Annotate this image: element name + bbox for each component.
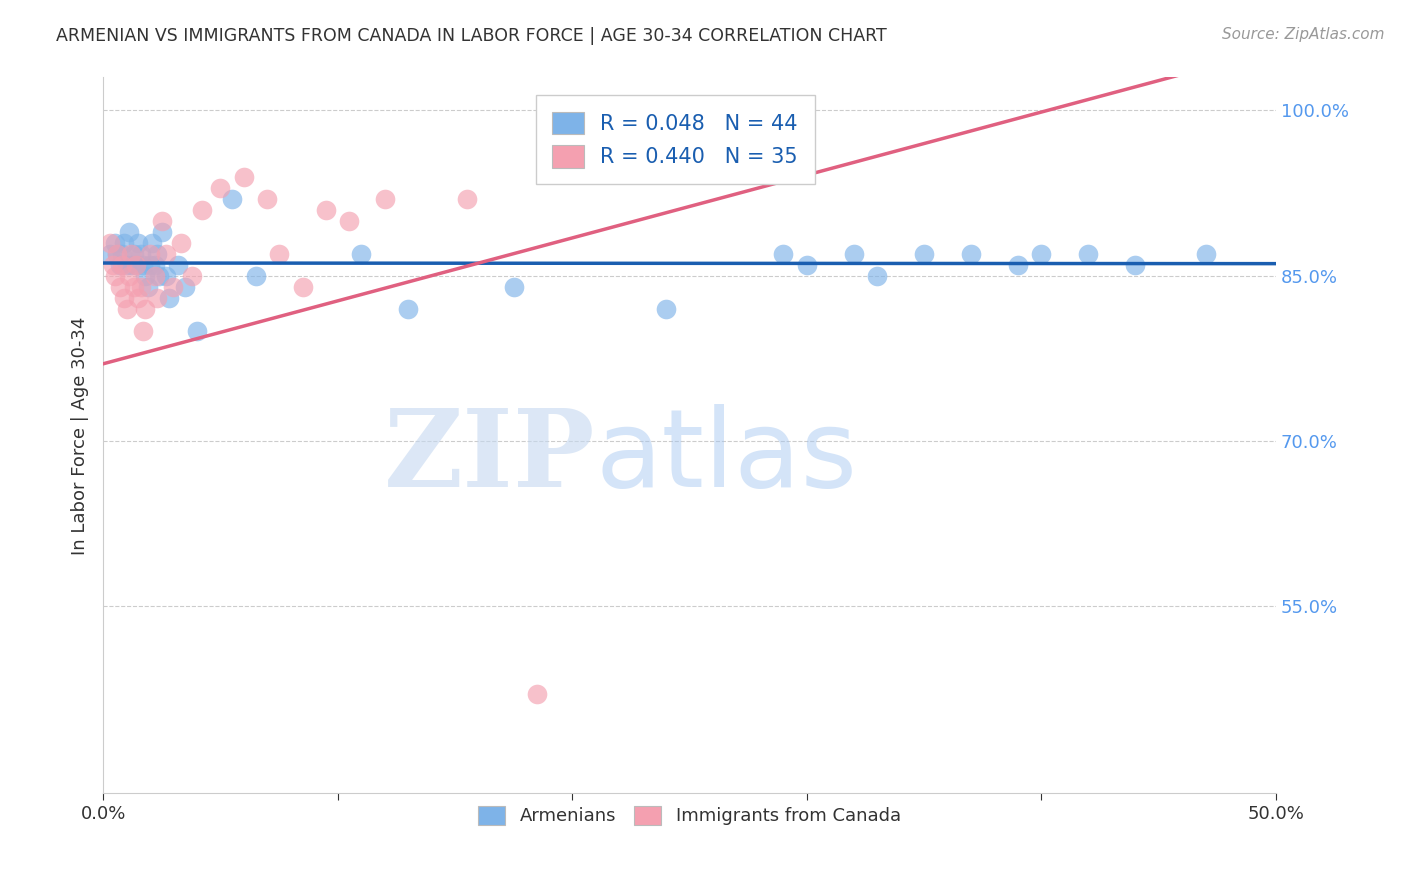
Point bbox=[120, 246, 142, 260]
Point bbox=[148, 268, 170, 283]
Y-axis label: In Labor Force | Age 30-34: In Labor Force | Age 30-34 bbox=[72, 316, 89, 555]
Point bbox=[1007, 258, 1029, 272]
Text: ARMENIAN VS IMMIGRANTS FROM CANADA IN LABOR FORCE | AGE 30-34 CORRELATION CHART: ARMENIAN VS IMMIGRANTS FROM CANADA IN LA… bbox=[56, 27, 887, 45]
Legend: Armenians, Immigrants from Canada: Armenians, Immigrants from Canada bbox=[470, 797, 910, 834]
Point bbox=[118, 268, 141, 283]
Point bbox=[132, 324, 155, 338]
Point bbox=[125, 258, 148, 272]
Point bbox=[1123, 258, 1146, 272]
Point bbox=[256, 192, 278, 206]
Point bbox=[186, 324, 208, 338]
Point bbox=[98, 235, 121, 250]
Point bbox=[1031, 246, 1053, 260]
Point bbox=[221, 192, 243, 206]
Point bbox=[111, 246, 134, 260]
Point bbox=[132, 258, 155, 272]
Point bbox=[796, 258, 818, 272]
Point bbox=[108, 279, 131, 293]
Point bbox=[842, 246, 865, 260]
Point bbox=[108, 258, 131, 272]
Point bbox=[125, 258, 148, 272]
Point bbox=[866, 268, 889, 283]
Point bbox=[155, 268, 177, 283]
Point bbox=[456, 192, 478, 206]
Point bbox=[291, 279, 314, 293]
Point bbox=[912, 246, 935, 260]
Point bbox=[118, 225, 141, 239]
Point bbox=[960, 246, 983, 260]
Point bbox=[129, 246, 152, 260]
Point bbox=[315, 202, 337, 217]
Point bbox=[146, 246, 169, 260]
Point bbox=[339, 213, 361, 227]
Point bbox=[122, 279, 145, 293]
Point bbox=[1194, 246, 1216, 260]
Point bbox=[350, 246, 373, 260]
Point bbox=[150, 213, 173, 227]
Point bbox=[104, 235, 127, 250]
Point bbox=[190, 202, 212, 217]
Text: ZIP: ZIP bbox=[384, 404, 596, 510]
Point bbox=[374, 192, 396, 206]
Point bbox=[146, 291, 169, 305]
Point bbox=[112, 235, 135, 250]
Point bbox=[127, 291, 149, 305]
Point bbox=[134, 268, 156, 283]
Point bbox=[98, 246, 121, 260]
Point bbox=[502, 279, 524, 293]
Point bbox=[143, 258, 166, 272]
Text: atlas: atlas bbox=[596, 404, 858, 510]
Point bbox=[136, 279, 159, 293]
Point bbox=[655, 301, 678, 316]
Text: Source: ZipAtlas.com: Source: ZipAtlas.com bbox=[1222, 27, 1385, 42]
Point bbox=[267, 246, 290, 260]
Point bbox=[772, 246, 794, 260]
Point bbox=[134, 301, 156, 316]
Point bbox=[112, 291, 135, 305]
Point bbox=[120, 258, 142, 272]
Point bbox=[127, 235, 149, 250]
Point bbox=[104, 268, 127, 283]
Point bbox=[155, 246, 177, 260]
Point bbox=[167, 258, 190, 272]
Point bbox=[526, 687, 548, 701]
Point bbox=[115, 301, 138, 316]
Point bbox=[245, 268, 267, 283]
Point bbox=[115, 258, 138, 272]
Point bbox=[139, 258, 162, 272]
Point bbox=[122, 246, 145, 260]
Point bbox=[232, 169, 254, 184]
Point bbox=[174, 279, 197, 293]
Point bbox=[129, 279, 152, 293]
Point bbox=[181, 268, 204, 283]
Point bbox=[105, 246, 128, 260]
Point bbox=[396, 301, 419, 316]
Point bbox=[162, 279, 184, 293]
Point bbox=[101, 258, 124, 272]
Point bbox=[169, 235, 191, 250]
Point bbox=[150, 225, 173, 239]
Point bbox=[157, 291, 180, 305]
Point bbox=[139, 246, 162, 260]
Point bbox=[105, 246, 128, 260]
Point bbox=[209, 180, 232, 194]
Point bbox=[143, 268, 166, 283]
Point bbox=[111, 258, 134, 272]
Point bbox=[1077, 246, 1099, 260]
Point bbox=[141, 235, 163, 250]
